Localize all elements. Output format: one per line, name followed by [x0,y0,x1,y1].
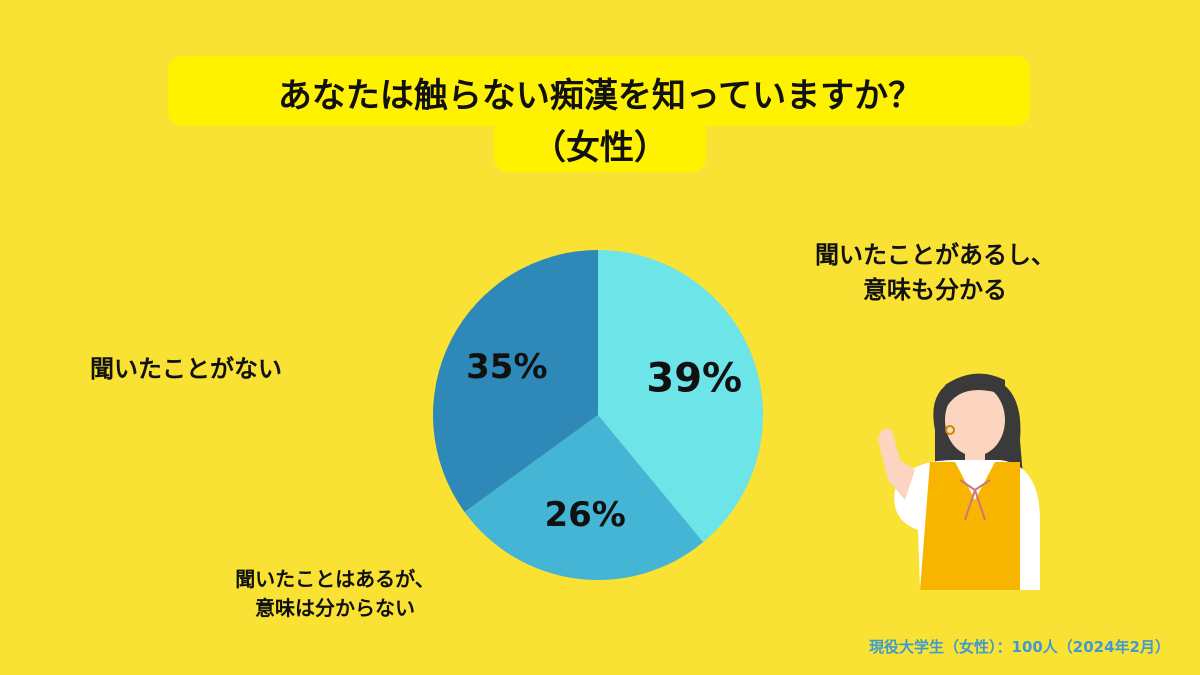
category-label: 聞いたことがない [90,355,282,383]
pie-slice [598,250,763,543]
pie: 39% 26% 35% [433,250,763,580]
value-label: 39% [646,355,742,401]
category-label: 聞いたことがあるし、 意味も分かる [815,241,1055,304]
subtitle-highlight [494,114,706,172]
chart-subtitle: （女性） [532,128,668,168]
illustration [878,373,1040,590]
title-highlight [168,56,1030,126]
category-label: 聞いたことはあるが、 意味は分からない [235,567,435,620]
source-note: 現役大学生（女性）：100人（2024年2月） [869,638,1170,656]
value-label: 35% [466,347,547,387]
value-label: 26% [544,495,625,535]
pie-slice [464,415,704,580]
pie-slice [433,250,598,512]
chart-title: あなたは触らない痴漢を知っていますか？ [277,76,923,116]
